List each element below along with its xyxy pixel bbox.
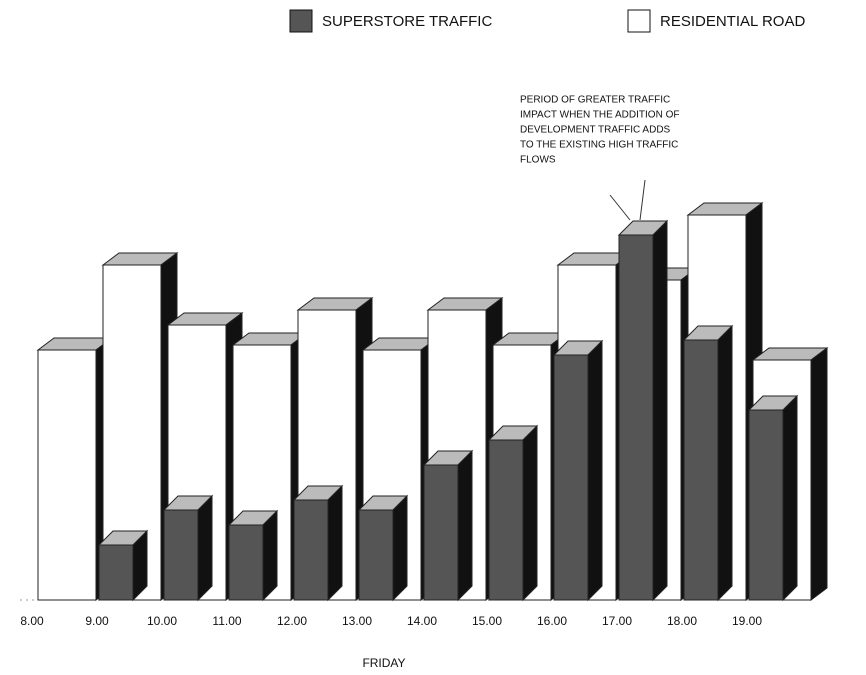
legend-label: RESIDENTIAL ROAD [660,13,805,30]
x-tick-label: 13.00 [342,614,372,628]
bar-front [423,464,459,601]
bar-side [810,347,828,601]
annotation: PERIOD OF GREATER TRAFFIC [520,95,670,106]
legend: SUPERSTORE TRAFFIC RESIDENTIAL ROAD [289,9,805,33]
x-axis-label: FRIDAY [362,656,405,670]
annotation: TO THE EXISTING HIGH TRAFFIC [520,140,678,151]
bar-front [683,339,719,601]
x-tick-label: 17.00 [602,614,632,628]
bar-front [98,544,134,601]
bar-front [163,509,199,601]
bar [292,484,344,602]
x-tick-label: 18.00 [667,614,697,628]
x-tick-label: 9.00 [85,614,109,628]
bar [227,509,279,602]
bar-front [37,349,97,601]
bar [357,494,409,602]
x-tick-label: 15.00 [472,614,502,628]
bar-front [553,354,589,601]
bar-side [782,394,798,602]
x-tick-label: 19.00 [732,614,762,628]
annotation: FLOWS [520,155,556,166]
annotation: DEVELOPMENT TRAFFIC ADDS [520,125,671,136]
bar-side [522,424,538,602]
bar-front [228,524,264,601]
legend-swatch [627,9,651,33]
legend-label: SUPERSTORE TRAFFIC [322,13,492,30]
bar [487,424,539,602]
bar-side [197,494,213,602]
bar-side [392,494,408,602]
x-tick-label: 12.00 [277,614,307,628]
bar-side [587,339,603,602]
bar-front [748,409,784,601]
bar [162,494,214,602]
bar [552,339,604,602]
annotation-pointer [609,194,631,221]
bar [747,394,799,602]
bar-front [618,234,654,601]
annotation-pointer [639,179,646,221]
x-tick-label: 8.00 [20,614,44,628]
x-tick-label: 10.00 [147,614,177,628]
bar-front [488,439,524,601]
x-tick-label: 16.00 [537,614,567,628]
bar-side [132,529,148,602]
bar-side [327,484,343,602]
bar [422,449,474,602]
bar-side [262,509,278,602]
bar-side [717,324,733,602]
annotation: IMPACT WHEN THE ADDITION OF [520,110,679,121]
bar-side [457,449,473,602]
bar [617,219,669,602]
x-tick-label: 11.00 [212,614,241,628]
bar [97,529,149,602]
legend-swatch [289,9,313,33]
bar-front [293,499,329,601]
bar [682,324,734,602]
x-tick-label: 14.00 [407,614,437,628]
bar-side [652,219,668,602]
bar-front [358,509,394,601]
